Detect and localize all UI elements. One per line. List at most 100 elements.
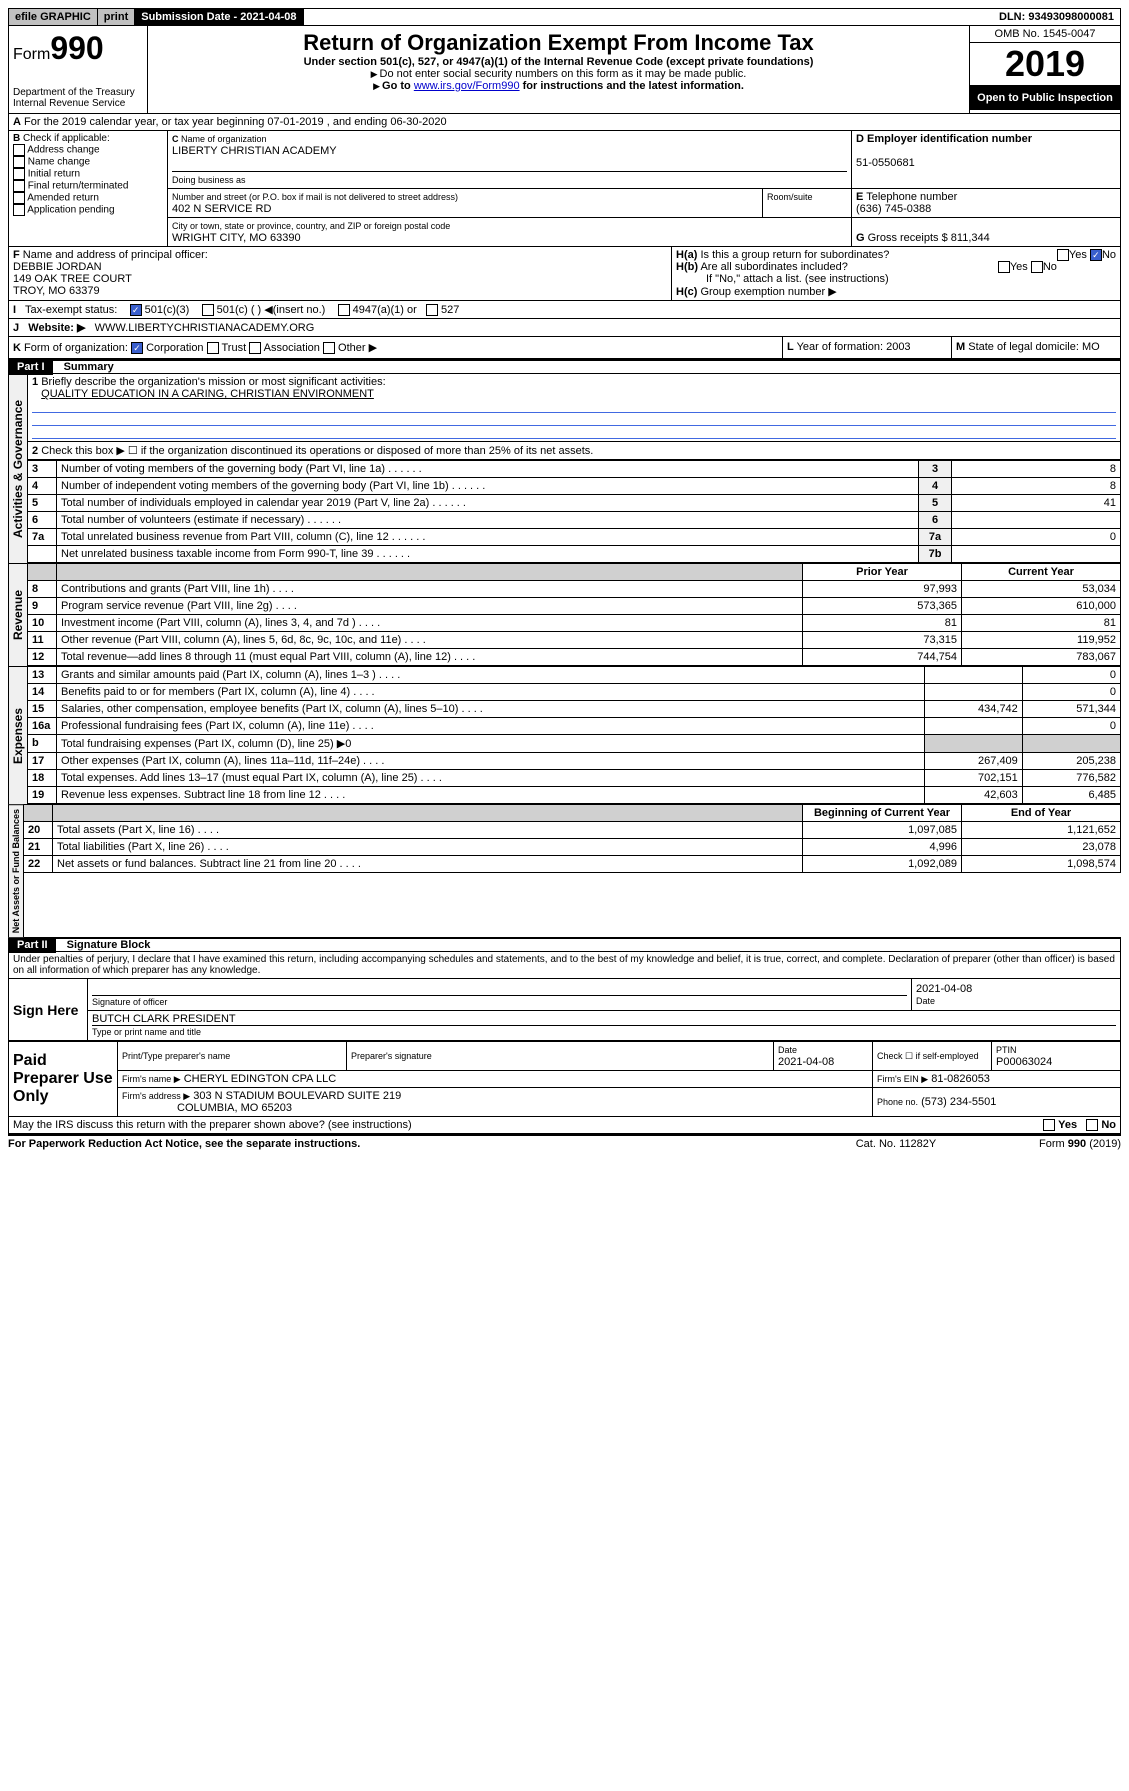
line-a: A For the 2019 calendar year, or tax yea… xyxy=(8,114,1121,131)
501c-checkbox[interactable] xyxy=(202,304,214,316)
efile-graphic-btn[interactable]: efile GRAPHIC xyxy=(9,9,98,25)
year-formation-label: Year of formation: xyxy=(797,341,883,353)
website-value: WWW.LIBERTYCHRISTIANACADEMY.ORG xyxy=(95,322,315,334)
firm-phone-label: Phone no. xyxy=(877,1097,918,1107)
section-f: F Name and address of principal officer:… xyxy=(8,247,672,301)
association-label: Association xyxy=(264,342,320,354)
irs-link[interactable]: www.irs.gov/Form990 xyxy=(414,80,520,92)
name-change-label: Name change xyxy=(28,157,90,168)
officer-name: DEBBIE JORDAN xyxy=(13,261,102,273)
hb-yes-checkbox[interactable] xyxy=(998,261,1010,273)
firm-ein-label: Firm's EIN ▶ xyxy=(877,1074,928,1084)
table-row: 3 Number of voting members of the govern… xyxy=(28,461,1121,478)
table-row: 9 Program service revenue (Part VIII, li… xyxy=(28,598,1121,615)
line2: 2 Check this box ▶ ☐ if the organization… xyxy=(28,442,1121,460)
org-info-block: B Check if applicable: Address change Na… xyxy=(8,131,1121,247)
revenue-table: Prior Year Current Year8 Contributions a… xyxy=(28,563,1121,666)
trust-checkbox[interactable] xyxy=(207,342,219,354)
top-bar: efile GRAPHIC print Submission Date - 20… xyxy=(8,8,1121,26)
goto-label: Go to xyxy=(382,80,414,92)
address-change-checkbox[interactable] xyxy=(13,144,25,156)
prep-date-label: Date xyxy=(778,1045,797,1055)
hb-no-checkbox[interactable] xyxy=(1031,261,1043,273)
privacy-warning: Do not enter social security numbers on … xyxy=(152,68,965,80)
phone-label: Telephone number xyxy=(866,191,957,203)
part1-header: Part I xyxy=(9,359,53,375)
table-header: Prior Year Current Year xyxy=(28,564,1121,581)
other-checkbox[interactable] xyxy=(323,342,335,354)
governance-label: Activities & Governance xyxy=(8,374,28,563)
corporation-checkbox[interactable] xyxy=(131,342,143,354)
ptin-value: P00063024 xyxy=(996,1056,1052,1068)
firm-name: CHERYL EDINGTON CPA LLC xyxy=(184,1073,336,1085)
table-row: 19 Revenue less expenses. Subtract line … xyxy=(28,787,1121,804)
association-checkbox[interactable] xyxy=(249,342,261,354)
dln: DLN: 93493098000081 xyxy=(993,9,1120,25)
netassets-table: Beginning of Current Year End of Year20 … xyxy=(24,804,1121,873)
initial-return-checkbox[interactable] xyxy=(13,168,25,180)
mission-text: QUALITY EDUCATION IN A CARING, CHRISTIAN… xyxy=(41,388,374,400)
state-domicile-value: MO xyxy=(1082,341,1100,353)
street-label: Number and street (or P.O. box if mail i… xyxy=(172,192,458,202)
discuss-yes-checkbox[interactable] xyxy=(1043,1119,1055,1131)
ptin-label: PTIN xyxy=(996,1045,1017,1055)
street-value: 402 N SERVICE RD xyxy=(172,203,271,215)
goto-arrow xyxy=(373,80,382,92)
table-row: 21 Total liabilities (Part X, line 26) .… xyxy=(24,839,1121,856)
footer: For Paperwork Reduction Act Notice, see … xyxy=(8,1134,1121,1150)
dept-treasury: Department of the TreasuryInternal Reven… xyxy=(13,87,143,109)
name-change-checkbox[interactable] xyxy=(13,156,25,168)
signature-table: Sign Here Signature of officer 2021-04-0… xyxy=(8,979,1121,1041)
print-btn[interactable]: print xyxy=(98,9,135,25)
org-name: LIBERTY CHRISTIAN ACADEMY xyxy=(172,145,337,157)
4947-checkbox[interactable] xyxy=(338,304,350,316)
submission-date: Submission Date - 2021-04-08 xyxy=(135,9,303,25)
self-employed-label: Check ☐ if self-employed xyxy=(877,1051,979,1061)
table-row: 4 Number of independent voting members o… xyxy=(28,478,1121,495)
prep-date: 2021-04-08 xyxy=(778,1056,834,1068)
form-subtitle: Under section 501(c), 527, or 4947(a)(1)… xyxy=(152,56,965,68)
gross-receipts-label: Gross receipts $ xyxy=(868,232,948,244)
room-label: Room/suite xyxy=(767,192,813,202)
expenses-label: Expenses xyxy=(8,666,28,804)
table-row: 20 Total assets (Part X, line 16) . . . … xyxy=(24,822,1121,839)
governance-table: 3 Number of voting members of the govern… xyxy=(28,460,1121,563)
final-return-label: Final return/terminated xyxy=(28,181,129,192)
ein-value: 51-0550681 xyxy=(856,157,915,169)
state-domicile-label: State of legal domicile: xyxy=(968,341,1079,353)
other-label: Other ▶ xyxy=(338,342,377,354)
527-checkbox[interactable] xyxy=(426,304,438,316)
expenses-table: 13 Grants and similar amounts paid (Part… xyxy=(28,666,1121,804)
table-row: 14 Benefits paid to or for members (Part… xyxy=(28,684,1121,701)
prep-sig-label: Preparer's signature xyxy=(351,1051,432,1061)
table-row: Net unrelated business taxable income fr… xyxy=(28,546,1121,563)
table-row: 22 Net assets or fund balances. Subtract… xyxy=(24,856,1121,873)
sig-officer-label: Signature of officer xyxy=(92,997,167,1007)
part2-header: Part II xyxy=(9,937,56,953)
501c3-checkbox[interactable] xyxy=(130,304,142,316)
section-j: J Website: ▶ WWW.LIBERTYCHRISTIANACADEMY… xyxy=(8,319,1121,337)
discuss-no-checkbox[interactable] xyxy=(1086,1119,1098,1131)
firm-name-label: Firm's name ▶ xyxy=(122,1074,181,1084)
final-return-checkbox[interactable] xyxy=(13,180,25,192)
ha-yes-checkbox[interactable] xyxy=(1057,249,1069,261)
officer-label: Name and address of principal officer: xyxy=(23,249,208,261)
application-pending-checkbox[interactable] xyxy=(13,204,25,216)
tax-year: 2019 xyxy=(970,43,1120,86)
officer-printed-name: BUTCH CLARK PRESIDENT xyxy=(92,1013,236,1025)
501c-label: 501(c) ( ) ◀(insert no.) xyxy=(217,304,326,316)
org-name-label: Name of organization xyxy=(181,134,267,144)
line2-text: Check this box ▶ ☐ if the organization d… xyxy=(41,445,593,457)
firm-addr2: COLUMBIA, MO 65203 xyxy=(177,1102,292,1114)
table-row: 15 Salaries, other compensation, employe… xyxy=(28,701,1121,718)
amended-return-checkbox[interactable] xyxy=(13,192,25,204)
part1-body: Activities & Governance 1 Briefly descri… xyxy=(8,374,1121,563)
ha-no-checkbox[interactable] xyxy=(1090,249,1102,261)
revenue-label: Revenue xyxy=(8,563,28,666)
amended-return-label: Amended return xyxy=(27,193,99,204)
firm-phone: (573) 234-5501 xyxy=(921,1096,996,1108)
netassets-section: Net Assets or Fund Balances Beginning of… xyxy=(8,804,1121,937)
table-row: 5 Total number of individuals employed i… xyxy=(28,495,1121,512)
form-title: Return of Organization Exempt From Incom… xyxy=(152,30,965,56)
mission-label: Briefly describe the organization's miss… xyxy=(41,376,385,388)
